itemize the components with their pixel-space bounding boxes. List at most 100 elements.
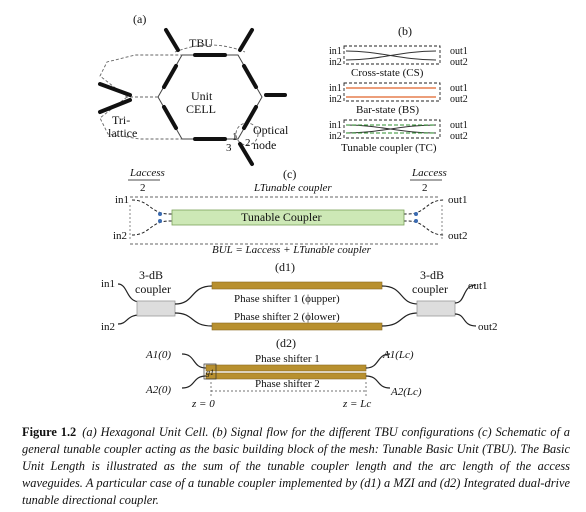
- caption-text: (a) Hexagonal Unit Cell. (b) Signal flow…: [22, 425, 570, 507]
- d1-arm-bottom-in: [174, 312, 213, 327]
- d2-input-guide-top: [181, 353, 207, 369]
- tunable-coupler-box: [171, 209, 405, 226]
- node-port-3: 3: [226, 142, 232, 154]
- panel-d2-directional-coupler: (d2) A1(0) A2(0) A1(Lc) A2(Lc) Phase shi…: [145, 336, 422, 410]
- tbu-segments: [98, 28, 287, 166]
- d1-out1: out1: [468, 280, 488, 292]
- d2-phase-shifter-2-bar: [205, 372, 367, 380]
- laccess-right: Laccess: [411, 167, 447, 179]
- tri-lattice-outline-lower: [99, 96, 182, 140]
- laccess-left: Laccess: [129, 167, 165, 179]
- c-port-dot-3: [414, 212, 418, 216]
- c-port-dot-2: [158, 219, 162, 223]
- tc-in2: in2: [329, 131, 342, 142]
- ltunable-label: LTunable coupler: [253, 182, 332, 194]
- c-port-dot-4: [414, 219, 418, 223]
- cs-label: Cross-state (CS): [351, 67, 424, 79]
- unit-label: Unit: [191, 89, 213, 103]
- laccess-right-two: 2: [422, 182, 428, 194]
- bs-in2: in2: [329, 94, 342, 105]
- tc-path-cross-b: [345, 124, 437, 134]
- d2-zlc: z = Lc: [342, 398, 371, 410]
- tc-label: Tunable coupler (TC): [341, 142, 437, 154]
- c-port-dot-1: [158, 212, 162, 216]
- d1-coupler-right-top: 3-dB: [420, 268, 444, 282]
- panel-d1-label: (d1): [275, 260, 295, 274]
- node-port-1: 1: [232, 131, 238, 143]
- tc-out1: out1: [450, 120, 468, 131]
- d2-phase-shifter-1-bar: [205, 364, 367, 372]
- panel-d1-mzi: (d1) 3-dB coupler 3-dB coupler in1 in2 o…: [101, 260, 498, 333]
- d1-phase-shifter-1-label: Phase shifter 1 (ϕupper): [234, 293, 340, 305]
- cs-out1: out1: [450, 46, 468, 57]
- d1-coupler-left-top: 3-dB: [139, 268, 163, 282]
- tbu-label: TBU: [189, 36, 213, 50]
- d2-phase-shifter-2-label: Phase shifter 2: [255, 378, 320, 390]
- tc-out2: out2: [450, 131, 468, 142]
- bs-out1: out1: [450, 83, 468, 94]
- panel-c-tunable-coupler: (c) Laccess 2 Laccess 2 LTunable coupler…: [113, 167, 468, 256]
- cell-label: CELL: [186, 102, 216, 116]
- cs-in2: in2: [329, 57, 342, 68]
- panel-b-signal-flow: (b) in1 in2 out1 out2 Cross-state (CS) i…: [329, 24, 468, 154]
- panel-b-label: (b): [398, 24, 412, 38]
- bs-in1: in1: [329, 83, 342, 94]
- tri-label: Tri-: [112, 113, 130, 127]
- c-in2: in2: [113, 230, 127, 242]
- d2-a1-0: A1(0): [145, 349, 171, 361]
- d1-phase-shifter-2-label: Phase shifter 2 (ϕlower): [234, 311, 340, 323]
- d1-arm-bottom-out: [381, 312, 419, 327]
- cs-path-b: [345, 50, 437, 61]
- panel-d2-label: (d2): [276, 336, 296, 350]
- figure-label: Figure 1.2: [22, 425, 77, 439]
- d1-output-guide-top: [454, 284, 477, 304]
- d1-in1: in1: [101, 278, 115, 290]
- d2-output-guide-top: [365, 353, 391, 369]
- d2-phase-shifter-1-label: Phase shifter 1: [255, 353, 320, 365]
- lattice-label: lattice: [108, 126, 137, 140]
- cs-box: [343, 45, 441, 65]
- tc-box: [343, 119, 441, 139]
- d1-phase-shifter-2-bar: [211, 322, 383, 331]
- tri-lattice-outline: [99, 54, 182, 98]
- tc-in1: in1: [329, 120, 342, 131]
- d1-arm-top-out: [381, 285, 419, 305]
- d1-coupler-right-bottom: coupler: [412, 282, 448, 296]
- node-port-2: 2: [245, 137, 251, 149]
- figure-caption: Figure 1.2 (a) Hexagonal Unit Cell. (b) S…: [22, 424, 570, 509]
- d2-a2-0: A2(0): [145, 384, 171, 396]
- d2-g1: g1: [206, 368, 214, 377]
- d2-z0: z = 0: [191, 398, 215, 410]
- d2-input-guide-bottom: [181, 375, 207, 389]
- cs-in1: in1: [329, 46, 342, 57]
- d2-a2-lc: A2(Lc): [390, 386, 422, 398]
- panel-a-label: (a): [133, 12, 146, 26]
- d1-arm-top-in: [174, 285, 213, 305]
- node-label: node: [253, 138, 276, 152]
- figure-diagram: (a) TBU Unit CELL Tri- lattice Optical n…: [98, 12, 498, 410]
- c-out2: out2: [448, 230, 468, 242]
- d1-coupler-right: [416, 300, 456, 317]
- panel-c-label: (c): [283, 167, 296, 181]
- d1-output-guide-bottom: [454, 313, 477, 327]
- d1-coupler-left-bottom: coupler: [135, 282, 171, 296]
- cs-out2: out2: [450, 57, 468, 68]
- panel-a-hexagon: (a) TBU Unit CELL Tri- lattice Optical n…: [98, 12, 289, 166]
- d2-gap-marker: [203, 363, 217, 380]
- tunable-coupler-label: Tunable Coupler: [241, 210, 322, 224]
- d1-coupler-left: [136, 300, 176, 317]
- c-out1: out1: [448, 194, 468, 206]
- bs-label: Bar-state (BS): [356, 104, 419, 116]
- bul-equation: BUL = Laccess + LTunable coupler: [212, 244, 372, 256]
- tbu-outline: [174, 44, 246, 53]
- bs-out2: out2: [450, 94, 468, 105]
- d1-in2: in2: [101, 321, 115, 333]
- c-in1: in1: [115, 194, 129, 206]
- optical-label: Optical: [253, 123, 289, 137]
- bs-box: [343, 82, 441, 102]
- d1-out2: out2: [478, 321, 498, 333]
- d2-a1-lc: A1(Lc): [382, 349, 414, 361]
- d1-phase-shifter-1-bar: [211, 281, 383, 290]
- d2-output-guide-bottom: [365, 375, 391, 389]
- laccess-left-two: 2: [140, 182, 146, 194]
